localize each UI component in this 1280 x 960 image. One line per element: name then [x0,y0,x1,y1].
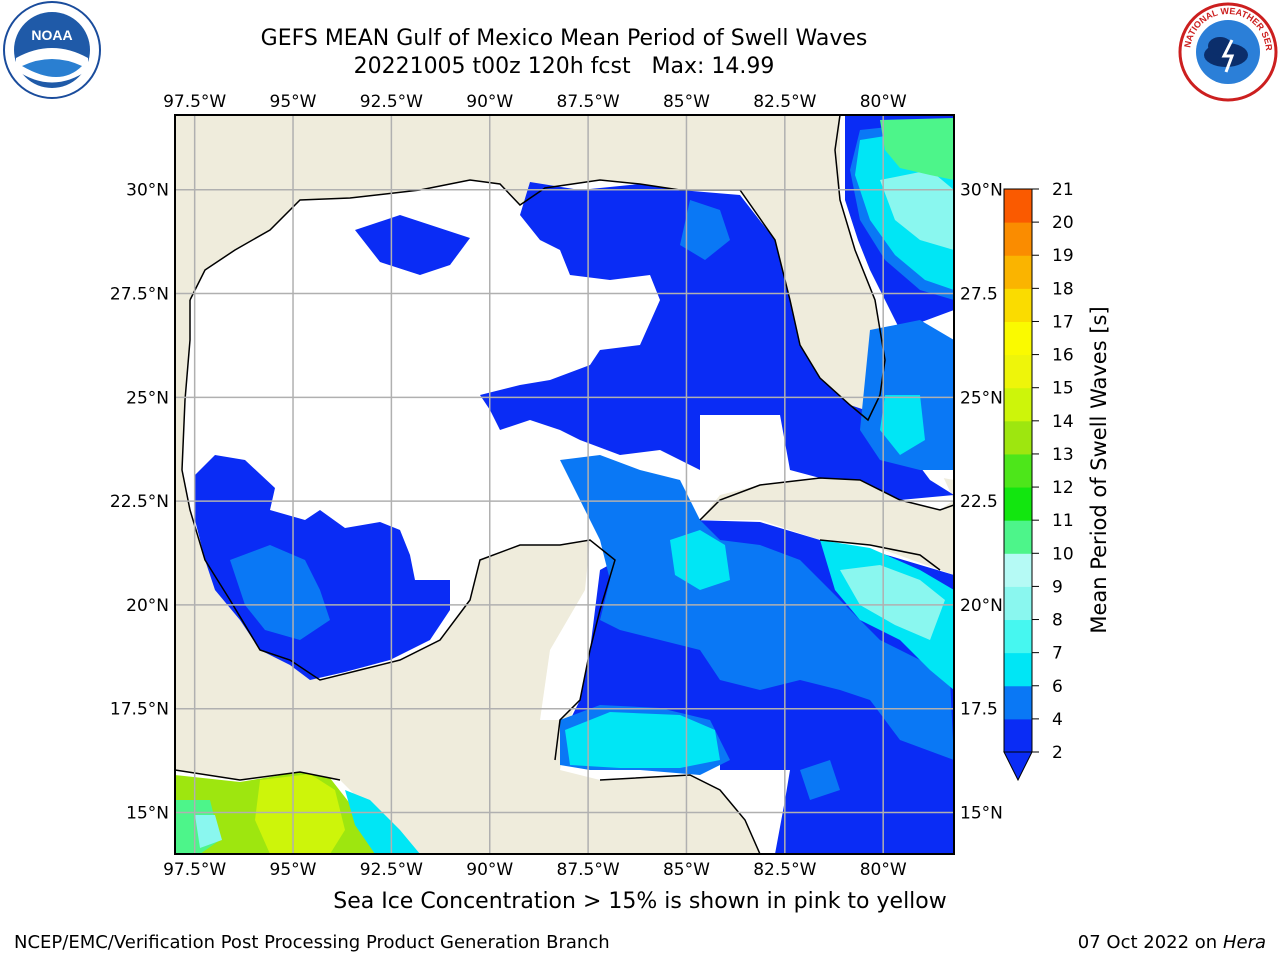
colorbar-tick-label: 18 [1052,279,1074,299]
lat-tick-label-left: 22.5°N [110,492,169,512]
colorbar-tick-label: 15 [1052,379,1074,399]
lat-tick-label-left: 20°N [126,596,169,616]
lat-tick-label-left: 17.5°N [110,700,169,720]
graticule [175,115,954,854]
colorbar-tick-labels: 2 4 6 7 8 9 10 11 12 13 14 15 16 17 18 19 20 21 [1052,180,1074,763]
footer-date: 07 Oct 2022 on Hera [1078,932,1266,953]
lat-tick-label-left: 27.5°N [110,285,169,305]
lat-tick-label-right: 27.5 [960,285,998,305]
colorbar-tick-label: 20 [1052,213,1074,233]
lat-tick-label-right: 25°N [960,388,1003,408]
colorbar-tick-label: 19 [1052,246,1074,266]
colorbar-swatch [1004,453,1032,488]
colorbar-tick-label: 6 [1052,677,1063,697]
colorbar-swatch [1004,288,1032,322]
map-subtitle: 20221005 t00z 120h fcst Max: 14.99 [353,54,775,79]
colorbar [1003,188,1039,782]
lon-tick-label-bottom: 82.5°W [753,860,816,880]
lon-tick-label-top: 87.5°W [557,92,620,112]
colorbar-tick-label: 8 [1052,611,1063,631]
colorbar-tick-label: 4 [1052,710,1063,730]
colorbar-extend-arrow [1003,751,1033,782]
lon-tick-label-bottom: 80°W [860,860,907,880]
lat-tick-label-left: 15°N [126,803,169,823]
lat-tick-label-right: 30°N [960,181,1003,201]
colorbar-swatch [1004,255,1032,289]
colorbar-label: Mean Period of Swell Waves [s] [1087,306,1111,633]
lat-tick-label-right: 15°N [960,803,1003,823]
axis-tick-labels: 97.5°W 97.5°W 95°W 95°W 92.5°W 92.5°W 90°W 90°W… [110,92,1003,880]
lon-tick-label-top: 85°W [663,92,710,112]
lon-tick-label-top: 80°W [860,92,907,112]
swell-9-12s-contours [880,118,954,180]
colorbar-swatch [1004,487,1032,521]
map-plot-area [175,115,954,854]
colorbar-tick-label: 10 [1052,544,1074,564]
colorbar-swatch [1004,520,1032,554]
colorbar-swatch [1004,619,1032,654]
lon-tick-label-bottom: 97.5°W [163,860,226,880]
colorbar-frame [1003,188,1033,753]
pacific-swell-contours [175,772,420,854]
colorbar-swatch [1004,354,1032,389]
colorbar-tick-label: 14 [1052,412,1074,432]
colorbar-tick-label: 7 [1052,644,1063,664]
lon-tick-label-top: 97.5°W [163,92,226,112]
colorbar-swatch [1004,553,1032,587]
sea-ice-note: Sea Ice Concentration > 15% is shown in … [333,889,947,914]
national-weather-service-logo: NATIONAL WEATHER SERVICE [1176,0,1278,102]
colorbar-swatch [1004,222,1032,256]
map-frame [174,114,955,855]
colorbar-swatch [1004,189,1032,223]
colorbar-swatch [1004,387,1032,422]
lon-tick-label-bottom: 87.5°W [557,860,620,880]
colorbar-tick-label: 21 [1052,180,1074,200]
lon-tick-label-top: 90°W [466,92,513,112]
map-title: GEFS MEAN Gulf of Mexico Mean Period of … [260,26,868,51]
footer-date-text: 07 Oct 2022 on [1077,932,1218,953]
colorbar-swatch [1004,718,1032,753]
colorbar-tick-label: 17 [1052,312,1074,332]
lon-tick-label-top: 92.5°W [360,92,423,112]
lat-tick-label-right: 22.5 [960,492,998,512]
colorbar-tick-label: 16 [1052,346,1074,366]
lon-tick-label-bottom: 85°W [663,860,710,880]
colorbar-swatch [1004,420,1032,455]
colorbar-swatch [1004,685,1032,720]
colorbar-swatch [1004,321,1032,356]
lon-tick-label-bottom: 92.5°W [360,860,423,880]
lat-tick-label-right: 17.5 [960,700,998,720]
colorbar-tick-label: 2 [1052,743,1063,763]
lon-tick-label-top: 82.5°W [753,92,816,112]
lon-tick-label-top: 95°W [270,92,317,112]
colorbar-tick-label: 12 [1052,478,1074,498]
colorbar-swatch [1004,652,1032,687]
colorbar-tick-label: 11 [1052,511,1074,531]
lon-tick-label-bottom: 95°W [270,860,317,880]
footer-branch: NCEP/EMC/Verification Post Processing Pr… [14,932,610,953]
noaa-logo: NOAA [3,1,101,99]
lat-tick-label-right: 20°N [960,596,1003,616]
colorbar-tick-label: 9 [1052,577,1063,597]
colorbar-swatch [1004,586,1032,621]
lat-tick-label-left: 25°N [126,388,169,408]
noaa-logo-text: NOAA [31,27,72,43]
footer-host: Hera [1222,932,1266,953]
colorbar-tick-label: 13 [1052,445,1074,465]
lat-tick-label-left: 30°N [126,181,169,201]
lon-tick-label-bottom: 90°W [466,860,513,880]
